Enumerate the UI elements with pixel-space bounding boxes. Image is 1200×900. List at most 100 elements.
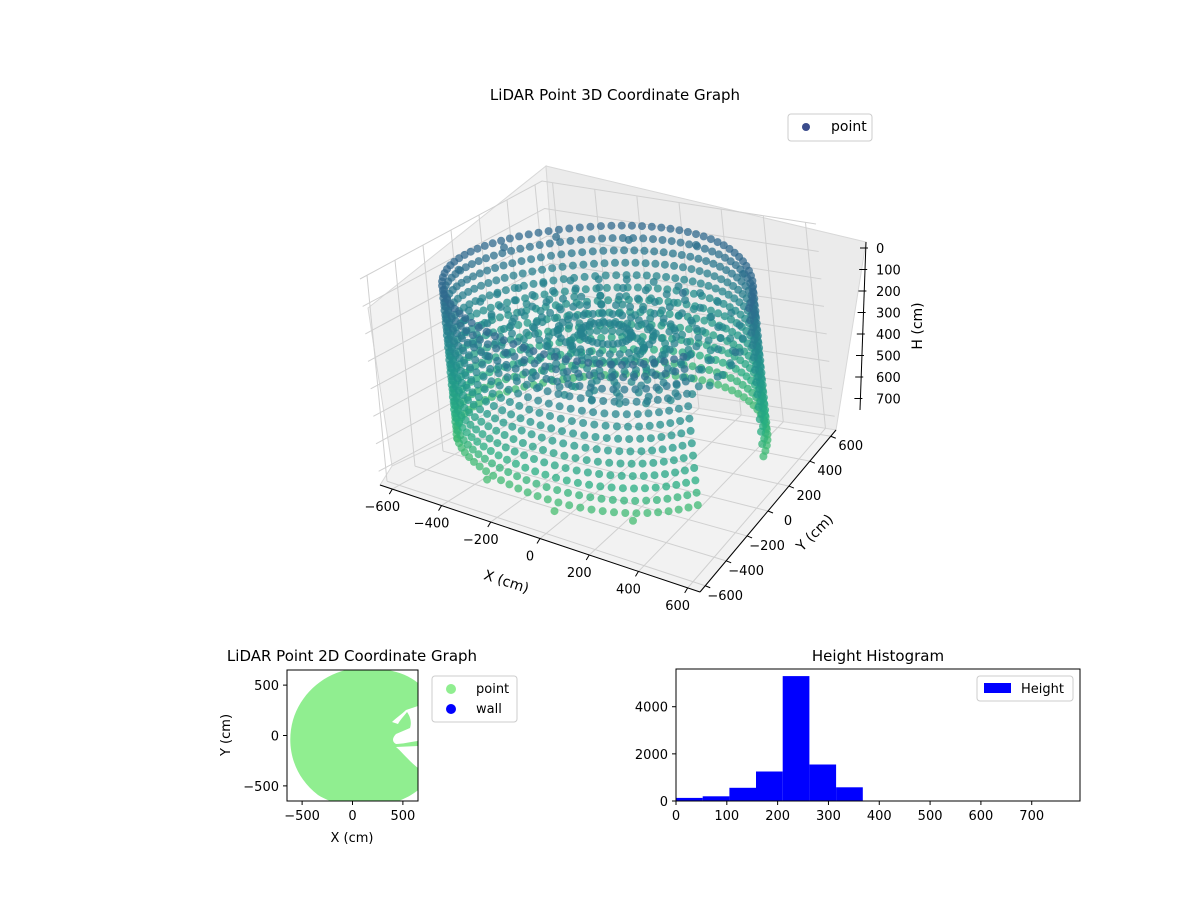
data-point-3d bbox=[570, 292, 579, 301]
legend-hist: Height bbox=[976, 675, 1074, 702]
data-point-3d bbox=[598, 507, 607, 516]
data-point-3d bbox=[673, 392, 682, 401]
data-point-3d bbox=[488, 389, 497, 398]
data-point-3d bbox=[608, 373, 617, 381]
data-point-3d bbox=[643, 397, 652, 406]
data-point-3d bbox=[671, 367, 680, 376]
data-point-3d bbox=[569, 429, 578, 438]
data-point-3d bbox=[553, 486, 562, 495]
data-point-3d bbox=[692, 488, 701, 497]
data-point-3d bbox=[723, 278, 732, 287]
data-point-3d bbox=[631, 385, 640, 394]
legend-hist-label: Height bbox=[1021, 682, 1064, 697]
data-point-3d bbox=[579, 311, 588, 320]
data-point-3d bbox=[568, 341, 577, 350]
data-point-3d bbox=[467, 318, 476, 327]
data-point-3d bbox=[574, 369, 583, 378]
data-point-3d bbox=[705, 366, 714, 374]
data-point-3d bbox=[716, 334, 725, 343]
data-point-3d bbox=[516, 414, 525, 423]
data-point-3d bbox=[516, 244, 525, 253]
data-point-3d bbox=[479, 372, 488, 381]
z-tick-label: 600 bbox=[876, 371, 901, 386]
data-point-3d bbox=[660, 357, 669, 366]
data-point-3d bbox=[470, 457, 478, 466]
data-point-3d bbox=[702, 257, 711, 266]
data-point-3d bbox=[493, 439, 502, 448]
data-point-3d bbox=[497, 393, 505, 402]
x-tick bbox=[536, 538, 541, 544]
data-point-3d bbox=[724, 290, 733, 299]
data-point-3d bbox=[703, 269, 712, 278]
data-point-3d bbox=[522, 328, 531, 337]
data-point-3d bbox=[553, 377, 562, 386]
legend-3d-marker bbox=[802, 123, 810, 131]
data-point-3d bbox=[592, 445, 601, 454]
data-point-3d bbox=[492, 426, 501, 435]
data-point-3d bbox=[705, 381, 714, 390]
data-point-3d bbox=[599, 246, 608, 255]
data-point-3d bbox=[552, 365, 560, 374]
data-point-3d bbox=[483, 319, 492, 328]
data-point-3d bbox=[493, 290, 502, 299]
data-point-3d bbox=[679, 352, 688, 361]
data-point-3d bbox=[671, 468, 680, 477]
data-point-3d bbox=[586, 222, 595, 231]
data-point-3d bbox=[534, 396, 543, 405]
chart-2d-title: LiDAR Point 2D Coordinate Graph bbox=[227, 647, 477, 665]
data-point-3d bbox=[575, 491, 584, 500]
data-point-3d bbox=[514, 284, 523, 293]
data-point-3d bbox=[526, 417, 535, 426]
data-point-3d bbox=[662, 482, 671, 491]
data-point-3d bbox=[671, 274, 680, 283]
data-point-3d bbox=[546, 308, 555, 317]
data-point-3d bbox=[680, 275, 689, 284]
data-point-3d bbox=[459, 346, 468, 355]
data-point-3d bbox=[692, 230, 700, 239]
data-point-3d bbox=[559, 439, 568, 448]
data-point-3d bbox=[509, 271, 518, 280]
data-point-3d bbox=[469, 272, 478, 281]
data-point-3d bbox=[478, 430, 487, 439]
data-point-3d bbox=[641, 286, 650, 295]
legend-3d: point bbox=[787, 113, 873, 142]
data-point-3d bbox=[651, 483, 660, 492]
data-point-3d bbox=[696, 303, 705, 312]
data-point-3d bbox=[590, 420, 599, 429]
data-point-3d bbox=[486, 364, 495, 373]
data-point-3d bbox=[507, 410, 516, 419]
data-point-3d bbox=[658, 306, 666, 315]
data-point-3d bbox=[692, 241, 701, 249]
data-point-3d bbox=[576, 394, 585, 403]
data-point-3d bbox=[694, 333, 703, 342]
legend-2d: point wall bbox=[431, 675, 518, 723]
data-point-3d bbox=[689, 289, 698, 298]
x-tick bbox=[684, 587, 689, 594]
data-point-3d bbox=[528, 291, 537, 299]
data-point-3d bbox=[639, 471, 648, 480]
histogram: Height Histogram 0 100 200 300 400 500 600 7000… bbox=[635, 647, 1081, 824]
data-point-3d bbox=[486, 447, 495, 455]
data-point-3d bbox=[685, 240, 694, 249]
data-point-3d bbox=[639, 360, 648, 368]
data-point-3d bbox=[493, 356, 502, 365]
data-point-3d bbox=[757, 427, 765, 436]
data-point-3d bbox=[525, 405, 534, 414]
data-point-3d bbox=[541, 362, 550, 371]
data-point-3d bbox=[598, 384, 606, 393]
data-point-3d bbox=[713, 298, 722, 306]
data-point-3d bbox=[752, 378, 761, 387]
data-point-3d bbox=[549, 449, 558, 458]
data-point-3d bbox=[584, 358, 593, 367]
data-point-3d bbox=[687, 316, 696, 325]
data-point-3d bbox=[485, 352, 493, 361]
data-point-3d bbox=[713, 238, 722, 247]
data-point-3d bbox=[641, 259, 650, 268]
data-point-3d bbox=[612, 422, 621, 431]
legend-2d-point-marker bbox=[446, 684, 456, 694]
hist-ticks: 0 100 200 300 400 500 600 700 0 2000 4000 bbox=[635, 701, 1044, 824]
data-point-3d bbox=[491, 414, 499, 423]
data-point-3d bbox=[500, 273, 509, 282]
data-point-3d bbox=[693, 501, 702, 510]
